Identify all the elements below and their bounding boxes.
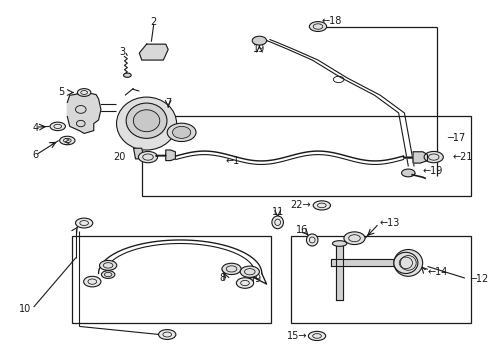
Ellipse shape: [138, 152, 158, 163]
Ellipse shape: [50, 122, 65, 131]
Polygon shape: [134, 148, 144, 159]
Ellipse shape: [167, 123, 196, 141]
Ellipse shape: [394, 249, 423, 276]
Ellipse shape: [272, 216, 283, 229]
Ellipse shape: [99, 260, 117, 270]
Ellipse shape: [313, 201, 330, 210]
Text: ─17: ─17: [447, 133, 465, 143]
Text: 15→: 15→: [287, 331, 307, 341]
Ellipse shape: [306, 234, 318, 246]
Ellipse shape: [60, 136, 75, 145]
Polygon shape: [139, 44, 168, 60]
Text: ←18: ←18: [322, 16, 342, 26]
Ellipse shape: [236, 278, 254, 288]
Text: 22→: 22→: [291, 201, 311, 210]
Bar: [72, 237, 271, 323]
Ellipse shape: [77, 89, 91, 96]
Ellipse shape: [308, 331, 326, 341]
Text: 9: 9: [254, 274, 260, 284]
Text: 16: 16: [295, 225, 308, 235]
Text: 3: 3: [120, 47, 125, 57]
Ellipse shape: [101, 271, 115, 278]
Text: 6: 6: [33, 150, 39, 159]
Text: 4: 4: [33, 123, 39, 133]
Text: 10: 10: [19, 304, 31, 314]
Text: ←13: ←13: [379, 218, 400, 228]
Polygon shape: [403, 152, 427, 163]
Ellipse shape: [309, 22, 327, 31]
Ellipse shape: [252, 36, 267, 45]
Text: 19: 19: [253, 45, 266, 54]
Ellipse shape: [126, 103, 167, 138]
Text: ←19: ←19: [423, 166, 443, 176]
Ellipse shape: [394, 252, 418, 274]
Ellipse shape: [75, 218, 93, 228]
Ellipse shape: [84, 276, 101, 287]
Ellipse shape: [344, 232, 365, 244]
Bar: [142, 117, 471, 196]
Text: 11: 11: [271, 207, 284, 217]
Text: ←21: ←21: [452, 152, 473, 162]
Text: 2: 2: [150, 17, 157, 27]
Text: 5: 5: [58, 87, 65, 97]
Ellipse shape: [123, 73, 131, 77]
Text: ←1: ←1: [226, 156, 240, 166]
Text: 20: 20: [114, 152, 126, 162]
Ellipse shape: [172, 126, 191, 138]
Bar: [291, 237, 471, 323]
Polygon shape: [67, 93, 101, 134]
Ellipse shape: [401, 169, 415, 177]
Text: ←14: ←14: [427, 267, 448, 277]
Text: 8: 8: [220, 273, 226, 283]
Text: 7: 7: [165, 98, 172, 108]
Ellipse shape: [117, 97, 176, 150]
Ellipse shape: [159, 330, 176, 339]
Ellipse shape: [133, 110, 160, 132]
Ellipse shape: [424, 152, 443, 163]
Ellipse shape: [332, 241, 347, 246]
Polygon shape: [156, 150, 175, 161]
Text: ─12: ─12: [470, 274, 488, 284]
Ellipse shape: [240, 266, 259, 277]
Polygon shape: [336, 243, 343, 300]
Ellipse shape: [222, 263, 241, 275]
Polygon shape: [331, 259, 399, 266]
